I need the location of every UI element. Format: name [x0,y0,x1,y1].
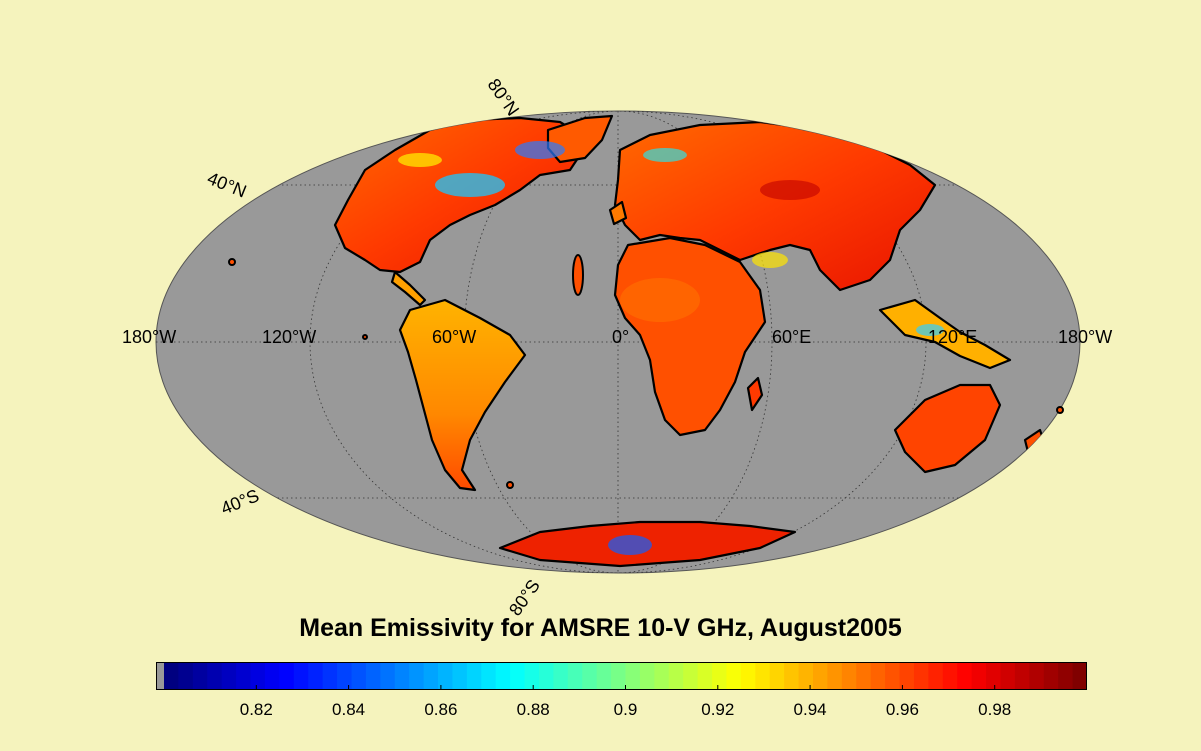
colorbar-segment [870,662,886,690]
colorbar-segment [236,662,252,690]
lon-label-120w: 120°W [262,327,317,347]
southeast-asia [878,298,1012,370]
colorbar-segment [495,662,511,690]
world-map [155,110,1081,574]
colorbar-segment [1000,662,1016,690]
colorbar-tick-label: 0.86 [424,700,458,719]
colorbar-segment [293,662,309,690]
colorbar-tick-label: 0.88 [516,700,550,719]
colorbar-segment [856,662,872,690]
colorbar-segment [841,662,857,690]
colorbar-segment [971,662,987,690]
colorbar-segment [452,662,468,690]
colorbar-segment [250,662,266,690]
colorbar-segment [380,662,396,690]
colorbar-segment [221,662,237,690]
colorbar-segment [207,662,223,690]
colorbar-segment [466,662,482,690]
colorbar-segment [438,662,454,690]
australia [893,383,1002,474]
colorbar-segment [697,662,713,690]
colorbar-segment [308,662,324,690]
colorbar-segment [553,662,569,690]
colorbar-tick-label: 0.94 [793,700,827,719]
lon-label-180w-left: 180°W [122,327,177,347]
colorbar-segment [928,662,944,690]
colorbar-segment [192,662,208,690]
lon-label-0: 0° [612,327,630,347]
lon-label-60w: 60°W [432,327,477,347]
colorbar-segment [524,662,540,690]
colorbar-segment [365,662,381,690]
colorbar-segment [885,662,901,690]
colorbar [156,662,1087,690]
colorbar-segment [1072,662,1087,690]
colorbar-segment [827,662,843,690]
colorbar-segment [611,662,627,690]
colorbar-segment [337,662,353,690]
colorbar-segment [351,662,367,690]
colorbar-segment [567,662,583,690]
colorbar-segment [596,662,612,690]
cold-patches [398,141,944,555]
colorbar-segment [712,662,728,690]
colorbar-segment [510,662,526,690]
colorbar-segment [899,662,915,690]
colorbar-segment [538,662,554,690]
colorbar-segment [1043,662,1059,690]
colorbar-segment [178,662,194,690]
colorbar-tick-label: 0.92 [701,700,735,719]
uk-ireland [608,200,628,226]
colorbar-segment [986,662,1002,690]
lon-label-120e: 120°E [928,327,978,347]
lon-label-60e: 60°E [772,327,812,347]
colorbar-segment [481,662,497,690]
colorbar-segment [164,662,180,690]
colorbar-tick-label: 0.82 [239,700,273,719]
islands [228,254,1064,489]
colorbar-segment [1014,662,1030,690]
colorbar-segment [726,662,742,690]
colorbar-segment [279,662,295,690]
lon-label-180w-right: 180°W [1058,327,1113,347]
colorbar-tick-label: 0.9 [613,700,638,719]
chart-title: Mean Emissivity for AMSRE 10-V GHz, Augu… [299,614,902,642]
colorbar-segment [683,662,699,690]
colorbar-tick-label: 0.84 [332,700,366,719]
colorbar-segment [740,662,756,690]
colorbar-segment [769,662,785,690]
colorbar-segment [639,662,655,690]
colorbar-segment [654,662,670,690]
colorbar-segment [668,662,684,690]
colorbar-segment [409,662,425,690]
colorbar-segment [322,662,338,690]
colorbar-nodata-swatch [156,662,164,690]
colorbar-segment [394,662,410,690]
colorbar-segment [798,662,814,690]
colorbar-segment [423,662,439,690]
colorbar-segment [1058,662,1074,690]
colorbar-segment [582,662,598,690]
colorbar-segment [625,662,641,690]
south-america [398,298,527,492]
madagascar [746,376,764,412]
colorbar-segment [942,662,958,690]
colorbar-segment [784,662,800,690]
colorbar-segment [957,662,973,690]
colorbar-segment [812,662,829,690]
colorbar-segment [913,662,929,690]
colorbar-border [156,662,1087,690]
colorbar-tick-label: 0.98 [978,700,1012,719]
colorbar-segment [1029,662,1045,690]
central-america [390,270,427,307]
colorbar-tick-label: 0.96 [885,700,919,719]
colorbar-segment [755,662,771,690]
colorbar-segment [264,662,280,690]
